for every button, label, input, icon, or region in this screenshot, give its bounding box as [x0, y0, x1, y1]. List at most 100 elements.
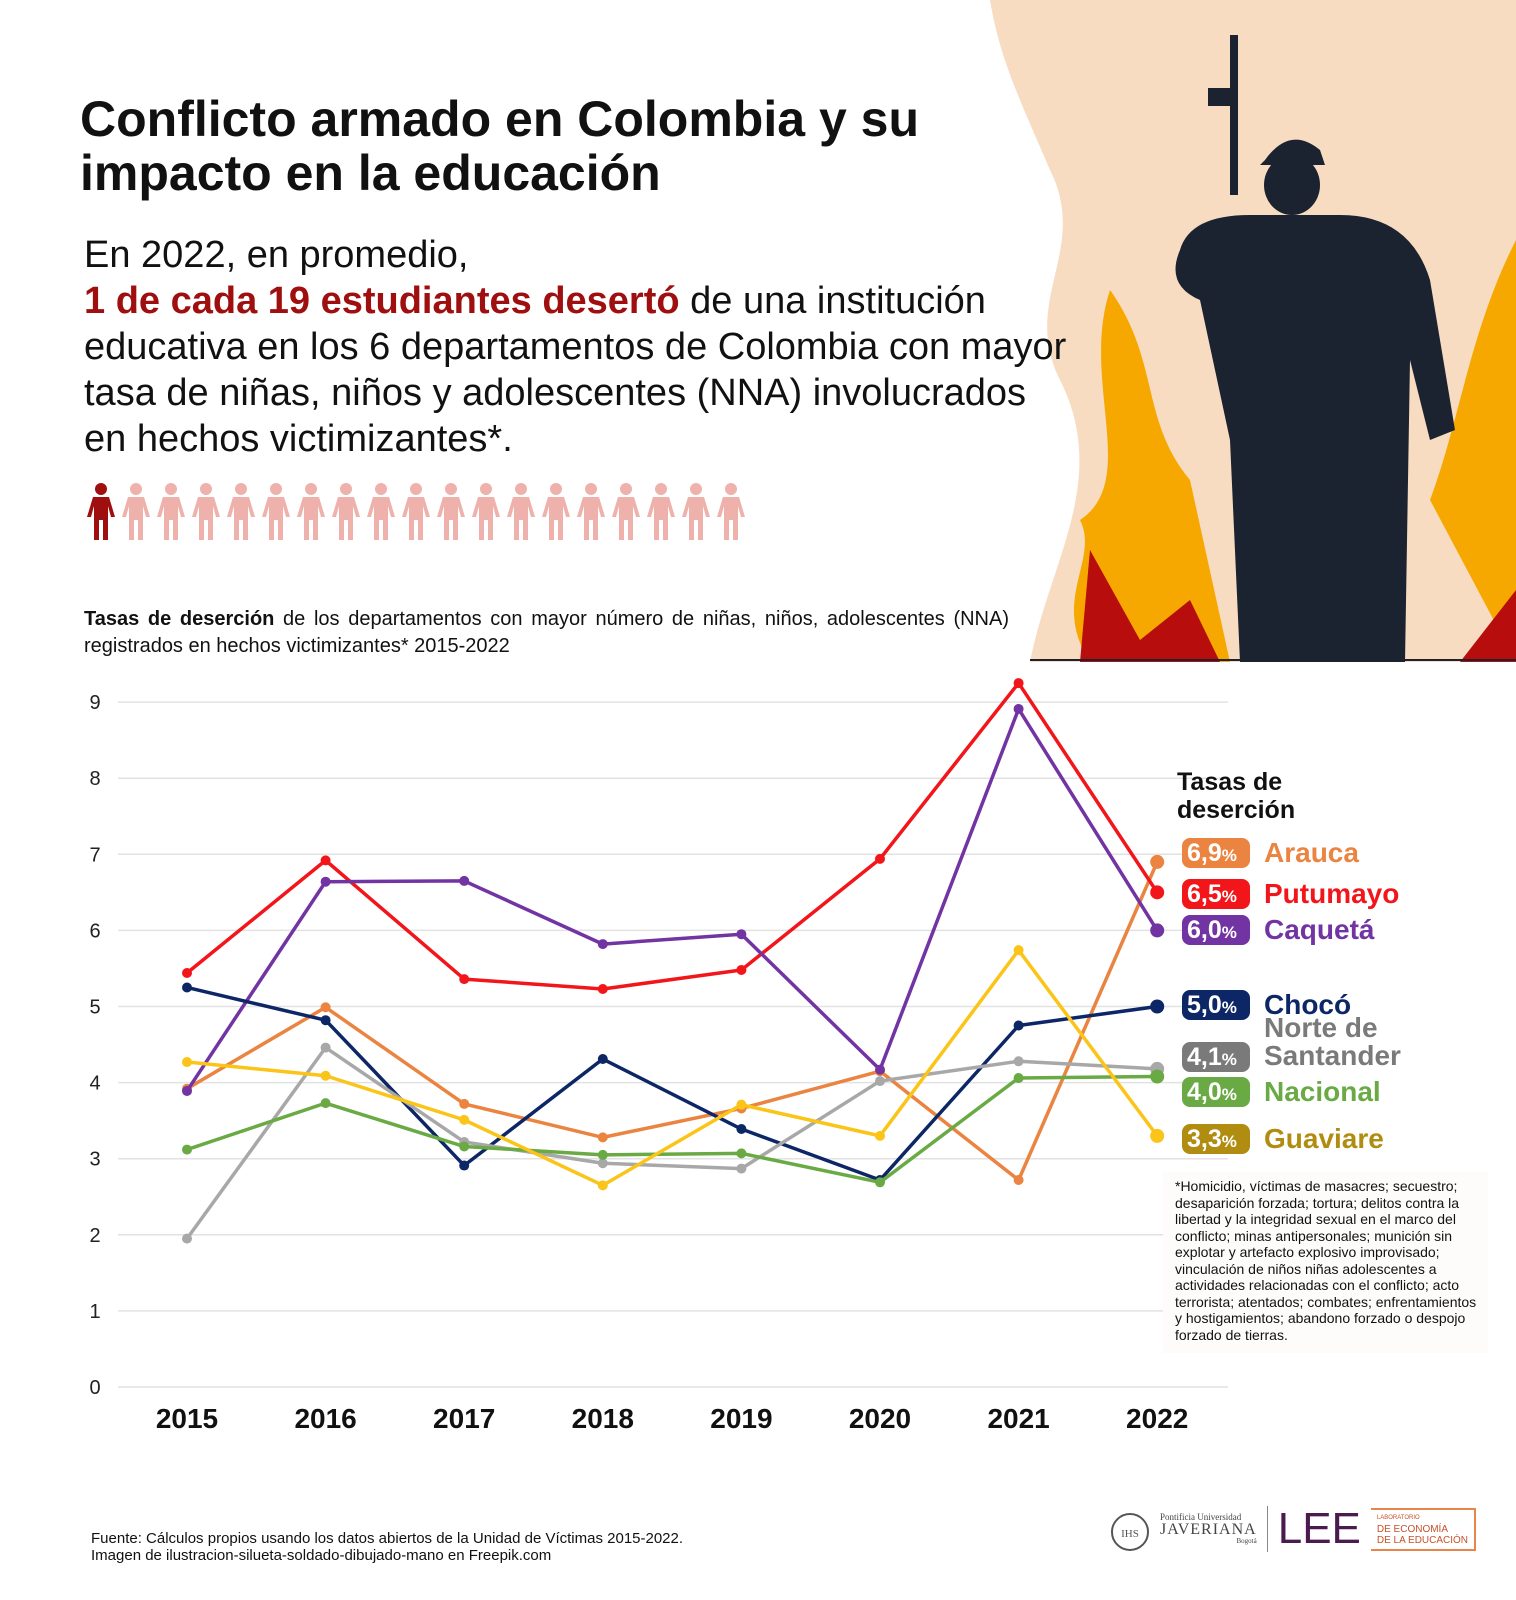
data-point [875, 1177, 885, 1188]
data-point [182, 1144, 192, 1155]
lab-line1: DE ECONOMÍA [1376, 1523, 1449, 1535]
person-icon [262, 483, 290, 540]
person-icon [332, 483, 360, 540]
y-tick-label: 8 [89, 768, 100, 790]
y-tick-label: 5 [89, 997, 100, 1019]
legend-item: 4,0% Nacional [1182, 1077, 1381, 1107]
person-icon [717, 483, 745, 540]
chart-subtitle: Tasas de deserción de los departamentos … [84, 606, 1009, 660]
y-tick-label: 9 [89, 692, 100, 714]
javeriana-city: Bogotá [1236, 1537, 1257, 1545]
data-point [736, 1163, 747, 1174]
line-chart: 0 1 2 3 4 5 6 7 8 9 2015 2016 2017 2018 2019 2020 2021 20… [89, 678, 1228, 1434]
person-icon [647, 483, 675, 540]
data-point [1013, 1056, 1024, 1067]
legend-item: 6,9% Arauca [1182, 838, 1359, 868]
data-point [459, 1098, 470, 1109]
subtitle-bold: Tasas de deserción [84, 608, 275, 630]
data-point [1150, 923, 1165, 938]
legend-value: 6,9% [1182, 838, 1250, 868]
logos: IHS Pontificia Universidad JAVERIANA Bog… [1110, 1500, 1477, 1558]
person-icon [402, 483, 430, 540]
person-icon [682, 483, 710, 540]
data-point [182, 1233, 192, 1244]
x-tick-label: 2016 [294, 1403, 356, 1434]
data-point [320, 1002, 331, 1013]
data-point [459, 1160, 470, 1171]
data-point [320, 1098, 331, 1109]
footnote: *Homicidio, víctimas de masacres; secues… [1163, 1172, 1488, 1353]
data-point [1013, 1073, 1024, 1084]
data-point [1013, 678, 1024, 689]
credit-line: Imagen de ilustracion-silueta-soldado-di… [91, 1547, 552, 1564]
legend-value: 3,3% [1182, 1124, 1250, 1154]
soldier-fire-illustration [990, 0, 1516, 662]
x-tick-label: 2021 [987, 1403, 1049, 1434]
data-point [182, 968, 192, 979]
person-icon [437, 483, 465, 540]
legend-name: Norte de Santander [1264, 1012, 1401, 1071]
legend-item: 3,3% Guaviare [1182, 1124, 1384, 1154]
data-point [182, 982, 192, 993]
person-icon [542, 483, 570, 540]
data-point [875, 1130, 885, 1141]
data-point [459, 1114, 470, 1125]
legend-value: 5,0% [1182, 990, 1250, 1020]
person-icon [577, 483, 605, 540]
y-tick-label: 0 [89, 1377, 100, 1399]
legend-name: Arauca [1264, 837, 1359, 868]
data-point [736, 1148, 747, 1159]
legend-name: Chocó [1264, 989, 1352, 1020]
legend-name: Guaviare [1264, 1123, 1384, 1154]
legend-item: 5,0% Chocó [1182, 990, 1351, 1020]
javeriana-logo: Pontificia Universidad JAVERIANA Bogotá [1160, 1513, 1257, 1545]
data-point [320, 1015, 331, 1026]
lab-small: LABORATORIO [1376, 1514, 1420, 1521]
x-tick-label: 2020 [849, 1403, 911, 1434]
data-point [320, 1042, 331, 1053]
data-point [736, 1099, 747, 1110]
legend-value: 6,0% [1182, 915, 1250, 945]
legend-item: 4,1% Norte de Santander [1182, 1014, 1414, 1072]
data-point [875, 1064, 885, 1075]
data-point [736, 964, 747, 975]
page-title: Conflicto armado en Colombia y su impact… [80, 91, 919, 201]
data-point [597, 1158, 608, 1169]
data-point [1150, 854, 1165, 869]
person-icon [87, 483, 115, 540]
data-point [320, 1070, 331, 1081]
legend-name: Nacional [1264, 1076, 1381, 1107]
data-point [597, 939, 608, 950]
legend-value: 4,0% [1182, 1077, 1250, 1107]
legend-value: 6,5% [1182, 879, 1250, 909]
data-point [459, 1141, 470, 1152]
legend-item: 6,5% Putumayo [1182, 879, 1399, 909]
data-point [182, 1057, 192, 1068]
data-point [320, 855, 331, 866]
data-point [736, 1124, 747, 1135]
data-point [1013, 1020, 1024, 1031]
data-point [1150, 1128, 1165, 1143]
data-point [459, 875, 470, 886]
y-tick-label: 4 [89, 1073, 100, 1095]
person-icon [192, 483, 220, 540]
y-tick-label: 2 [89, 1225, 100, 1247]
data-point [459, 974, 470, 985]
intro-highlight: 1 de cada 19 estudiantes desertó [84, 280, 680, 322]
data-point [320, 876, 331, 887]
legend-title: Tasas de deserción [1177, 768, 1296, 824]
intro-rest: de una institución educativa en los 6 de… [84, 280, 1067, 460]
data-point [1013, 703, 1024, 714]
javeriana-seal-icon: IHS [1111, 1513, 1149, 1551]
person-icon [297, 483, 325, 540]
x-tick-label: 2015 [156, 1403, 218, 1434]
data-point [597, 1180, 608, 1191]
y-tick-label: 3 [89, 1149, 100, 1171]
x-tick-label: 2018 [572, 1403, 634, 1434]
y-tick-label: 7 [89, 844, 100, 866]
javeriana-small: Pontificia Universidad [1160, 1512, 1242, 1522]
intro-text: En 2022, en promedio, 1 de cada 19 estud… [84, 232, 1074, 462]
legend-value: 4,1% [1182, 1042, 1250, 1072]
data-point [875, 853, 885, 864]
soldier-silhouette-icon [1175, 35, 1455, 662]
